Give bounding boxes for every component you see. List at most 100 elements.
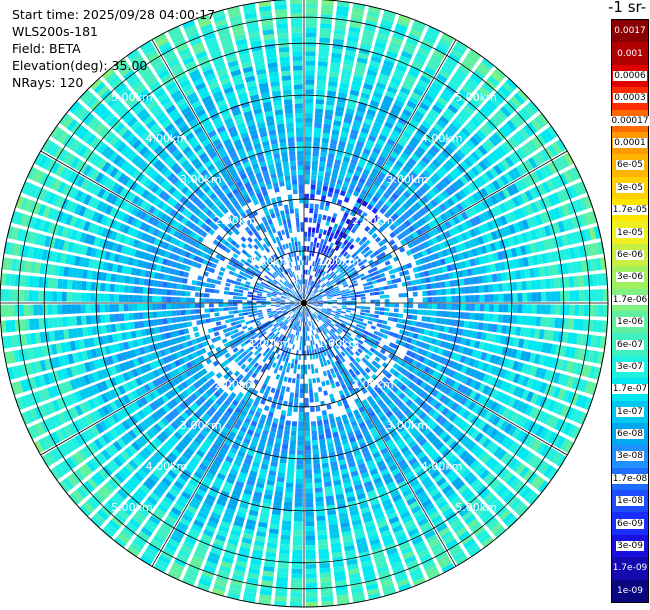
ray-gate <box>378 134 388 142</box>
ray-gate <box>334 269 340 275</box>
ray-gate <box>209 308 215 313</box>
ray-gate <box>403 78 415 87</box>
ray-gate <box>470 116 481 128</box>
ray-gate <box>470 166 480 177</box>
ray-gate <box>310 280 313 286</box>
ray-gate <box>361 322 368 327</box>
ray-gate <box>404 104 415 114</box>
ray-gate <box>291 425 297 431</box>
ray-gate <box>109 294 115 302</box>
ray-gate <box>421 195 429 204</box>
ray-gate <box>287 463 295 469</box>
ray-gate <box>313 300 319 302</box>
ray-gate <box>318 233 322 239</box>
ray-gate <box>390 168 399 176</box>
ray-gate <box>376 32 389 41</box>
ray-gate <box>335 106 345 113</box>
ray-gate <box>372 147 381 155</box>
ray-gate <box>324 288 330 293</box>
ray-gate <box>481 82 494 94</box>
ray-gate <box>396 95 407 104</box>
ray-gate <box>499 335 506 345</box>
ray-gate <box>470 151 481 162</box>
ray-gate <box>277 567 289 574</box>
ray-gate <box>308 300 314 302</box>
ray-gate <box>380 19 394 27</box>
ray-gate <box>306 279 308 285</box>
ray-gate <box>418 186 427 195</box>
ray-gate <box>291 559 303 565</box>
ray-gate <box>343 196 350 203</box>
ray-gate <box>447 238 455 246</box>
ray-gate <box>360 173 368 180</box>
ray-gate <box>571 332 578 345</box>
ray-gate <box>445 288 451 295</box>
ray-gate <box>537 113 549 126</box>
ray-gate <box>306 260 309 266</box>
ray-gate <box>479 294 485 302</box>
ray-gate <box>300 383 304 389</box>
ray-gate <box>401 264 408 271</box>
ray-gate <box>526 122 538 135</box>
ray-gate <box>325 251 330 257</box>
ray-gate <box>377 218 385 226</box>
ray-gate <box>317 248 322 254</box>
ray-gate <box>378 258 385 264</box>
ray-gate <box>157 311 163 318</box>
ray-gate <box>346 303 352 306</box>
ray-gate <box>305 108 313 114</box>
ray-gate <box>329 242 334 248</box>
ray-gate <box>517 110 529 123</box>
ray-gate <box>308 303 314 305</box>
ray-gate <box>312 218 317 224</box>
ray-gate <box>345 172 353 179</box>
ray-gate <box>521 281 527 291</box>
ray-gate <box>368 6 381 14</box>
ray-gate <box>556 190 565 203</box>
ray-gate <box>221 338 228 344</box>
ray-gate <box>317 298 323 300</box>
ray-gate <box>436 296 442 303</box>
ray-gate <box>341 279 347 284</box>
ray-gate <box>436 303 442 310</box>
ray-gate <box>382 203 390 211</box>
ray-gate <box>499 261 506 271</box>
ray-gate <box>357 161 365 169</box>
ray-gate <box>385 176 393 184</box>
ray-gate <box>340 249 346 255</box>
ray-gate <box>298 421 304 427</box>
ray-gate <box>370 263 376 269</box>
ray-gate <box>440 213 448 222</box>
ray-gate <box>387 316 394 322</box>
ray-gate <box>370 299 376 303</box>
ray-gate <box>317 175 324 181</box>
ray-gate <box>339 260 345 266</box>
ray-gate <box>416 106 427 115</box>
ray-gate <box>304 165 311 171</box>
ray-gate <box>324 205 330 212</box>
ray-gate <box>175 303 181 309</box>
ray-gate <box>388 269 395 275</box>
ray-gate <box>311 175 317 181</box>
ray-gate <box>584 304 589 317</box>
ray-gate <box>247 303 252 306</box>
ray-gate <box>522 304 528 314</box>
ray-gate <box>387 172 396 180</box>
ray-gate <box>493 148 503 160</box>
ray-gate <box>266 301 271 303</box>
ray-gate <box>28 290 34 302</box>
ray-gate <box>305 3 318 9</box>
ray-gate <box>312 281 316 287</box>
ray-gate <box>479 126 491 137</box>
ray-gate <box>330 57 342 64</box>
ray-gate <box>584 212 593 225</box>
ray-gate <box>516 164 526 176</box>
ray-gate <box>367 320 373 325</box>
ray-gate <box>477 175 487 186</box>
ray-gate <box>326 230 331 237</box>
ray-gate <box>459 278 465 286</box>
ray-gate <box>429 176 438 185</box>
ray-gate <box>275 437 282 444</box>
ray-gate <box>460 232 468 241</box>
ray-gate <box>359 273 365 278</box>
